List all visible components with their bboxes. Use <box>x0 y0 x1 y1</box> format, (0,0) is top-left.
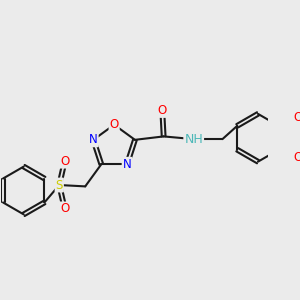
Text: N: N <box>89 133 98 146</box>
Text: O: O <box>293 152 300 164</box>
Text: O: O <box>60 154 69 168</box>
Text: O: O <box>110 118 119 131</box>
Text: O: O <box>158 104 167 117</box>
Text: NH: NH <box>184 133 203 146</box>
Text: O: O <box>293 111 300 124</box>
Text: O: O <box>60 202 69 215</box>
Text: N: N <box>123 158 131 171</box>
Text: S: S <box>56 178 63 191</box>
